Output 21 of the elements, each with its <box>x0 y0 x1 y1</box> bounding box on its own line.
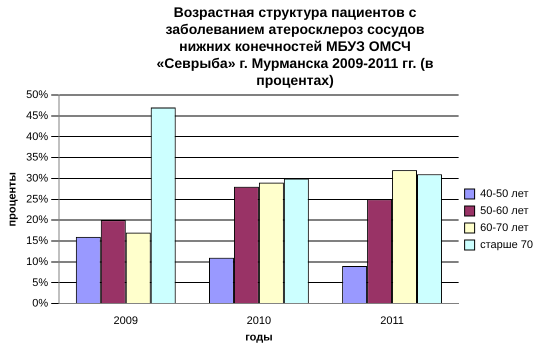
y-tick-label: 35% <box>26 152 48 164</box>
y-tick-label: 50% <box>26 89 48 102</box>
legend-label: 60-70 лет <box>480 222 529 234</box>
legend-label: старше 70 <box>480 239 534 252</box>
y-tick-label: 0% <box>32 298 48 310</box>
legend-label: 50-60 лет <box>480 205 529 218</box>
y-tick-label: 45% <box>26 110 48 122</box>
y-tick-label: 10% <box>26 256 48 268</box>
y-tick-label: 30% <box>26 172 48 184</box>
y-tick-label: 25% <box>26 193 48 206</box>
x-tick-label: 2011 <box>380 315 404 328</box>
legend-label: 40-50 лет <box>480 188 529 200</box>
y-tick-label: 5% <box>32 276 48 289</box>
x-tick-label: 2009 <box>114 315 138 328</box>
y-tick-label: 40% <box>26 130 48 143</box>
chart-title: Возрастная структура пациентов с заболеванием атеросклероз сосудов нижних конечностей МБУЗ ОМСЧ «Севрыба» г. Мурманска 2009-2011 гг. (в процентах) <box>155 4 434 89</box>
x-tick-label: 2010 <box>246 315 272 328</box>
y-tick-label: 15% <box>26 235 48 248</box>
y-axis-title: проценты <box>6 172 19 226</box>
x-axis-title: годы <box>245 331 273 344</box>
y-tick-label: 20% <box>26 214 48 226</box>
